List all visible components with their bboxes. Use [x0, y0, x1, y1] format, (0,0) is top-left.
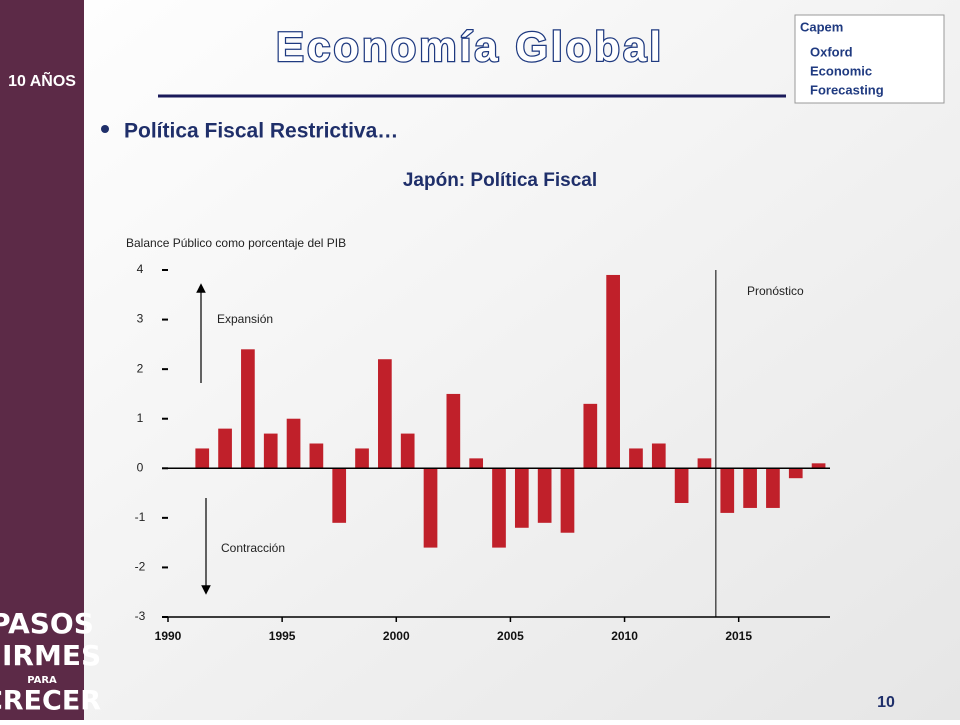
y-tick-label: 3: [137, 312, 144, 326]
bar: [629, 448, 643, 469]
logo-right-text: Forecasting: [810, 82, 884, 97]
y-tick-label: -3: [135, 609, 146, 623]
bar: [400, 433, 415, 469]
bar: [309, 443, 324, 469]
bar: [674, 468, 689, 503]
logo-right-text: Oxford: [810, 44, 853, 59]
x-tick-label: 2015: [725, 629, 752, 643]
sidebar: [0, 0, 84, 720]
bar: [263, 433, 278, 469]
logo-text: 10 AÑOS: [8, 70, 76, 90]
bar: [378, 359, 392, 469]
bar: [766, 468, 780, 508]
y-tick-label: -1: [135, 510, 146, 524]
bullet-dot: [101, 125, 109, 133]
sidebar-text: CRECER: [0, 686, 101, 717]
logo-right-text: Capem: [800, 19, 843, 34]
bar: [469, 458, 484, 469]
bar: [332, 468, 347, 523]
bar: [651, 443, 666, 469]
x-tick-label: 2005: [497, 629, 524, 643]
bar: [241, 349, 255, 469]
bar: [286, 418, 301, 469]
annotation: Pronóstico: [747, 284, 804, 298]
bar: [788, 468, 803, 479]
logo-box: [794, 14, 945, 104]
bar: [811, 463, 826, 469]
y-tick-label: 0: [137, 460, 144, 474]
annotation: Contracción: [221, 541, 285, 555]
x-tick-label: 1990: [155, 629, 182, 643]
annotation: Expansión: [217, 312, 273, 326]
bar: [606, 274, 620, 469]
page-number: 10: [877, 694, 895, 711]
y-tick-label: -2: [135, 560, 146, 574]
bar: [492, 468, 506, 548]
x-tick-label: 2000: [383, 629, 410, 643]
chart-title: Japón: Política Fiscal: [403, 170, 597, 191]
bar: [218, 428, 232, 469]
x-tick-label: 1995: [269, 629, 296, 643]
bar: [514, 468, 529, 528]
sidebar-text: FIRMES: [0, 639, 101, 672]
bar: [537, 468, 552, 523]
bar: [423, 468, 438, 548]
sidebar-text: PASOS: [0, 607, 94, 640]
y-tick-label: 1: [137, 411, 144, 425]
bar: [743, 468, 757, 508]
x-tick-label: 2010: [611, 629, 638, 643]
y-tick-label: 2: [137, 361, 144, 375]
bar: [446, 393, 461, 469]
logo-right-text: Economic: [810, 63, 872, 78]
bar: [355, 448, 369, 469]
bar: [720, 468, 735, 513]
bar: [195, 448, 210, 469]
bullet-text: Política Fiscal Restrictiva…: [124, 120, 398, 143]
sidebar-text: PARA: [27, 675, 57, 686]
bar: [697, 458, 712, 469]
slide-title: Economía Global: [276, 23, 664, 70]
y-tick-label: 4: [137, 262, 144, 276]
bar: [560, 468, 575, 533]
bar: [583, 403, 598, 469]
chart-subtitle: Balance Público como porcentaje del PIB: [126, 236, 346, 250]
